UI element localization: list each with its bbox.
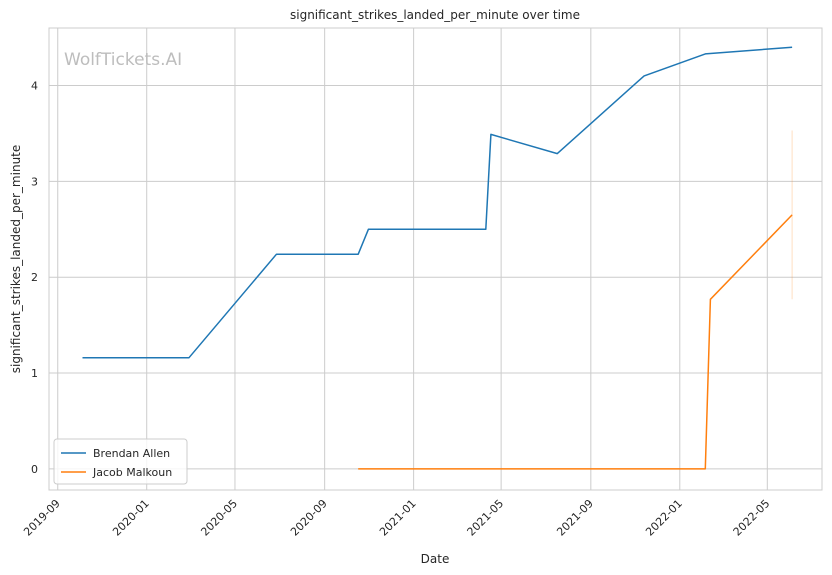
legend-label-brendan-allen: Brendan Allen [93,447,170,460]
y-tick-label: 3 [31,175,38,188]
plot-frame [48,27,823,491]
x-axis-title: Date [421,552,450,566]
watermark: WolfTickets.AI [64,50,182,70]
legend: Brendan Allen Jacob Malkoun [53,438,188,485]
y-tick-label: 1 [31,367,38,380]
y-tick-label: 4 [31,80,38,93]
chart-title: significant_strikes_landed_per_minute ov… [290,8,580,22]
series-lines [82,46,793,470]
series-line-1 [358,214,793,470]
y-tick-label: 0 [31,463,38,476]
legend-box [53,438,188,485]
legend-label-jacob-malkoun: Jacob Malkoun [92,466,172,479]
y-axis-title: significant_strikes_landed_per_minute [9,145,23,374]
y-tick-label: 2 [31,271,38,284]
y-tick-labels: 0 1 2 3 4 [31,80,38,476]
